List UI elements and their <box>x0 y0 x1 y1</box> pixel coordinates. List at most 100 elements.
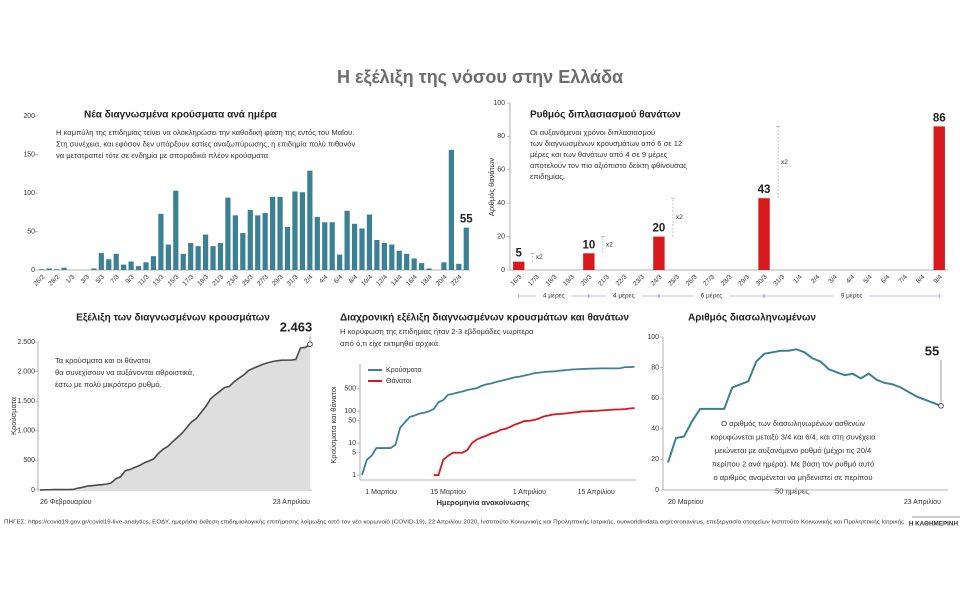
x-tick-label: 6/4 <box>880 273 892 285</box>
x-tick-label: 8/4 <box>348 273 360 285</box>
y-tick-label: 60 <box>651 395 659 402</box>
x-tick-label: 4/4 <box>318 273 330 285</box>
bar <box>61 267 67 270</box>
x-tick-label: 29/3 <box>737 273 751 287</box>
bar <box>180 253 186 270</box>
x-tick-label: 31/3 <box>772 273 786 287</box>
x-tick-label: 1 Απριλίου <box>513 488 546 496</box>
x-tick-label: 14/4 <box>390 273 404 287</box>
x-tick-label: 17/3 <box>527 273 541 287</box>
chart-note: έστω με πολύ μικρότερο ρυθμό. <box>55 380 162 389</box>
y-tick-label: 100 <box>23 190 35 197</box>
chart-note: αποτελούν τον πιο αξιόπιστο δείκτη φθίνο… <box>530 161 687 170</box>
x-tick-label: 2/4 <box>810 273 822 285</box>
chart-note: των διαγνωσμένων κρουσμάτων από 6 σε 12 <box>530 139 682 148</box>
span-label: 4 μέρες <box>613 292 635 300</box>
x-tick-label: 20/3 <box>580 273 594 287</box>
bar <box>39 269 45 270</box>
doubling-label: x2 <box>781 159 788 166</box>
y-tick-label: 80 <box>497 133 505 140</box>
x-tick-label: 2/4 <box>303 273 315 285</box>
bar <box>292 191 298 270</box>
chart-note: Η καμπύλη της επιδημίας τείνει να ολοκλη… <box>56 128 354 137</box>
y-tick-label: 0 <box>31 487 35 494</box>
bar <box>314 216 320 270</box>
chart-title: Εξέλιξη των διαγνωσμένων κρουσμάτων <box>76 313 270 324</box>
chart-note: Τα κρούσματα και οι θάνατοι <box>55 356 150 365</box>
bar <box>232 215 238 270</box>
bar <box>758 198 770 270</box>
bar <box>381 243 387 270</box>
chart-note: 50 ημέρες. <box>775 487 811 496</box>
chart-title: Ρυθμός διπλασιασμού θανάτων <box>530 110 681 121</box>
x-tick-label: 19/3 <box>562 273 576 287</box>
x-tick-label: 20 Μαρτίου <box>668 498 704 506</box>
bar <box>277 196 283 270</box>
bar <box>91 268 97 270</box>
chart-note: να μετατραπεί τότε σε ενδημία με σποραδι… <box>56 151 270 160</box>
x-tick-label: 27/3 <box>256 273 270 287</box>
x-tick-label: 3/4 <box>827 273 839 285</box>
y-tick-label: 1.000 <box>17 428 35 435</box>
bar <box>322 222 328 270</box>
doubling-label: x2 <box>536 254 543 261</box>
bar <box>583 253 595 270</box>
y-tick-label: 500 <box>23 457 35 464</box>
line <box>667 348 942 463</box>
chart-note: ο αριθμός αναμένεται να μηδενιστεί σε πε… <box>713 473 872 482</box>
area-line <box>39 343 311 491</box>
bar <box>441 262 447 270</box>
bar <box>389 244 395 270</box>
bar <box>653 236 665 270</box>
bar <box>225 197 231 270</box>
chart-title: Διαχρονική εξέλιξη διαγνωσμένων κρουσμάτ… <box>340 313 629 324</box>
chart-note: θα συνεχίσουν να αυξάνονται αθροιστικά, <box>55 368 194 377</box>
value-label: 86 <box>933 112 946 124</box>
chart-note: μέρες και των θανάτων από 4 σε 9 μέρες <box>530 150 668 159</box>
bar <box>240 233 246 270</box>
y-tick-label: 20 <box>497 233 505 240</box>
x-axis-label: Ημερομηνία ανακοίνωσης <box>436 498 529 507</box>
legend-label: Θάνατοι <box>386 377 412 385</box>
y-tick-label: 0 <box>501 267 505 274</box>
y-tick-label: 50 <box>348 418 356 425</box>
x-tick-label: 18/3 <box>545 273 559 287</box>
x-tick-label: 6/4 <box>333 273 345 285</box>
x-tick-label: 17/3 <box>181 273 195 287</box>
x-tick-label: 15/3 <box>167 273 181 287</box>
bar <box>98 253 104 270</box>
bar <box>513 261 525 270</box>
x-tick-label: 29/3 <box>271 273 285 287</box>
x-tick-label: 19/3 <box>196 273 210 287</box>
x-tick-label: 5/3 <box>95 273 107 285</box>
bar <box>202 234 209 270</box>
x-tick-label: 9/4 <box>933 273 945 285</box>
chart-title: Νέα διαγνωσμένα κρούσματα ανά ημέρα <box>84 110 278 121</box>
y-tick-label: 100 <box>493 100 505 107</box>
y-tick-label: 0 <box>655 487 659 494</box>
doubling-label: x2 <box>606 242 613 249</box>
y-tick-label: 50 <box>27 228 35 235</box>
bar <box>262 213 268 270</box>
value-label: 10 <box>582 239 595 251</box>
series-line <box>361 365 635 476</box>
area-fill <box>40 344 310 490</box>
chart-note: Ο αριθμός των διασωληνωμένων ασθενών <box>721 419 865 428</box>
bar <box>448 149 454 270</box>
x-tick-label: 25/3 <box>241 273 255 287</box>
y-tick-label: 40 <box>651 426 659 433</box>
bar <box>366 214 373 270</box>
x-tick-label: 11/3 <box>137 273 151 287</box>
bar <box>135 266 142 270</box>
bar <box>396 250 402 270</box>
y-tick-label: 100 <box>647 334 659 341</box>
x-tick-label: 26 Φεβρουαρίου <box>40 498 92 506</box>
x-tick-label: 5/4 <box>862 273 874 285</box>
bar <box>411 258 417 270</box>
x-tick-label: 8/4 <box>915 273 927 285</box>
y-tick-label: 2.000 <box>17 368 35 375</box>
x-tick-label: 1/4 <box>792 273 804 285</box>
y-axis-label: Κρούσματα και θάνατοι <box>329 386 338 463</box>
y-tick-label: 200 <box>23 113 35 120</box>
